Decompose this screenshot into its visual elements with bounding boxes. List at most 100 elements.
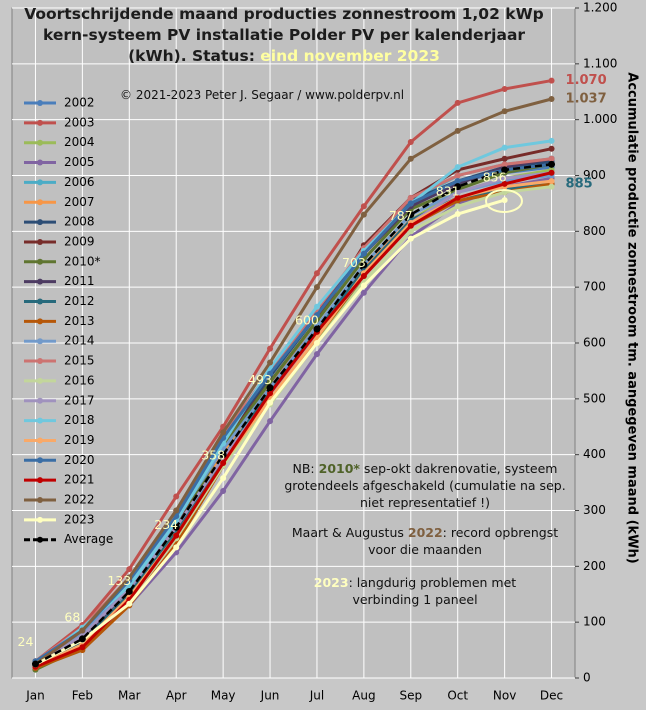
note-text: : record opbrengst voor die maanden <box>368 525 559 557</box>
x-tick-label: Jun <box>260 689 280 703</box>
legend-label: 2004 <box>64 135 95 149</box>
x-tick-label: Nov <box>493 689 516 703</box>
copyright: © 2021-2023 Peter J. Segaar / www.polder… <box>120 88 405 102</box>
point <box>220 429 227 436</box>
y-tick-label: 0 <box>583 671 591 685</box>
point <box>501 108 508 115</box>
point <box>454 178 461 185</box>
point <box>407 139 414 145</box>
y-tick-label: 100 <box>583 615 606 629</box>
point <box>219 451 227 459</box>
note: Maart & Augustus 2022: record opbrengst … <box>280 524 570 558</box>
point <box>548 178 555 185</box>
legend-marker <box>37 516 43 523</box>
data-label: 885 <box>566 176 593 191</box>
point <box>31 660 39 668</box>
legend-marker <box>37 477 43 484</box>
data-label: 856 <box>483 170 507 185</box>
legend-marker <box>37 397 43 404</box>
legend-label: 2011 <box>64 274 95 288</box>
y-tick-label: 700 <box>583 280 606 294</box>
x-tick-label: Dec <box>540 689 563 703</box>
note-year: 2022 <box>407 525 443 540</box>
y-tick-label: 400 <box>583 447 606 461</box>
point <box>126 600 133 607</box>
legend-label: 2012 <box>64 294 95 308</box>
note-year: 2010* <box>318 461 360 476</box>
point <box>454 203 461 210</box>
point <box>454 211 461 218</box>
point <box>220 475 227 482</box>
point <box>454 99 461 106</box>
legend-label: 2013 <box>64 314 95 328</box>
y-axis-title: Accumulatie productie zonnestroom tm. aa… <box>625 72 640 563</box>
point <box>501 166 509 174</box>
point <box>313 270 320 277</box>
x-tick-label: Aug <box>352 689 375 703</box>
point <box>501 175 508 182</box>
legend-label: 2017 <box>64 393 95 407</box>
y-tick-label: 900 <box>583 168 606 182</box>
legend-marker <box>37 536 43 543</box>
point <box>360 289 367 296</box>
legend-marker <box>37 298 43 305</box>
series-line <box>34 171 552 666</box>
point <box>173 544 180 551</box>
legend-label: 2014 <box>64 334 95 348</box>
point <box>313 284 320 291</box>
legend-marker <box>37 258 43 265</box>
point <box>360 261 368 269</box>
legend-marker <box>37 377 43 384</box>
x-tick-label: Sep <box>399 689 422 703</box>
highlight-ellipse <box>485 189 523 213</box>
y-tick-label: 1.200 <box>583 1 617 15</box>
point <box>407 200 414 207</box>
data-label: 68 <box>64 610 80 625</box>
note-year: 2023 <box>313 575 349 590</box>
legend-marker <box>37 179 43 186</box>
legend-label: 2022 <box>64 493 95 507</box>
legend-marker <box>37 318 43 325</box>
status: eind november 2023 <box>260 47 440 65</box>
x-tick-label: Jan <box>25 689 45 703</box>
data-label: 703 <box>342 255 366 270</box>
point <box>548 160 556 168</box>
point <box>313 325 321 333</box>
point <box>454 189 461 196</box>
legend-marker <box>37 278 43 285</box>
legend-label: 2010* <box>64 254 101 268</box>
point <box>454 127 461 134</box>
data-label: 234 <box>154 517 178 532</box>
legend-marker <box>37 238 43 245</box>
point <box>267 370 274 377</box>
y-tick-label: 200 <box>583 559 606 573</box>
note: NB: 2010* sep-okt dakrenovatie, systeem … <box>280 460 570 511</box>
legend-marker <box>37 437 43 444</box>
point <box>79 627 86 634</box>
point <box>78 635 86 643</box>
legend-label: 2003 <box>64 115 95 129</box>
point <box>173 532 180 539</box>
legend-label: 2006 <box>64 175 95 189</box>
series-line <box>34 163 552 666</box>
chart-title: Voortschrijdende maand producties zonnes… <box>24 5 544 65</box>
chart-title-block: Voortschrijdende maand producties zonnes… <box>14 4 554 67</box>
point <box>267 359 274 366</box>
point <box>548 77 555 84</box>
data-label: 831 <box>436 184 460 199</box>
point <box>454 194 461 201</box>
legend-label: 2018 <box>64 413 95 427</box>
point <box>313 340 320 346</box>
point <box>548 137 555 144</box>
point <box>220 487 227 494</box>
point <box>126 566 133 573</box>
x-tick-label: Mar <box>118 689 141 703</box>
point <box>407 194 414 201</box>
point <box>501 161 508 168</box>
point <box>548 155 555 162</box>
legend-marker <box>37 338 43 345</box>
x-tick-label: Apr <box>166 689 187 703</box>
legend-label: 2002 <box>64 96 95 110</box>
legend-marker <box>37 139 43 146</box>
legend-label: 2005 <box>64 155 95 169</box>
